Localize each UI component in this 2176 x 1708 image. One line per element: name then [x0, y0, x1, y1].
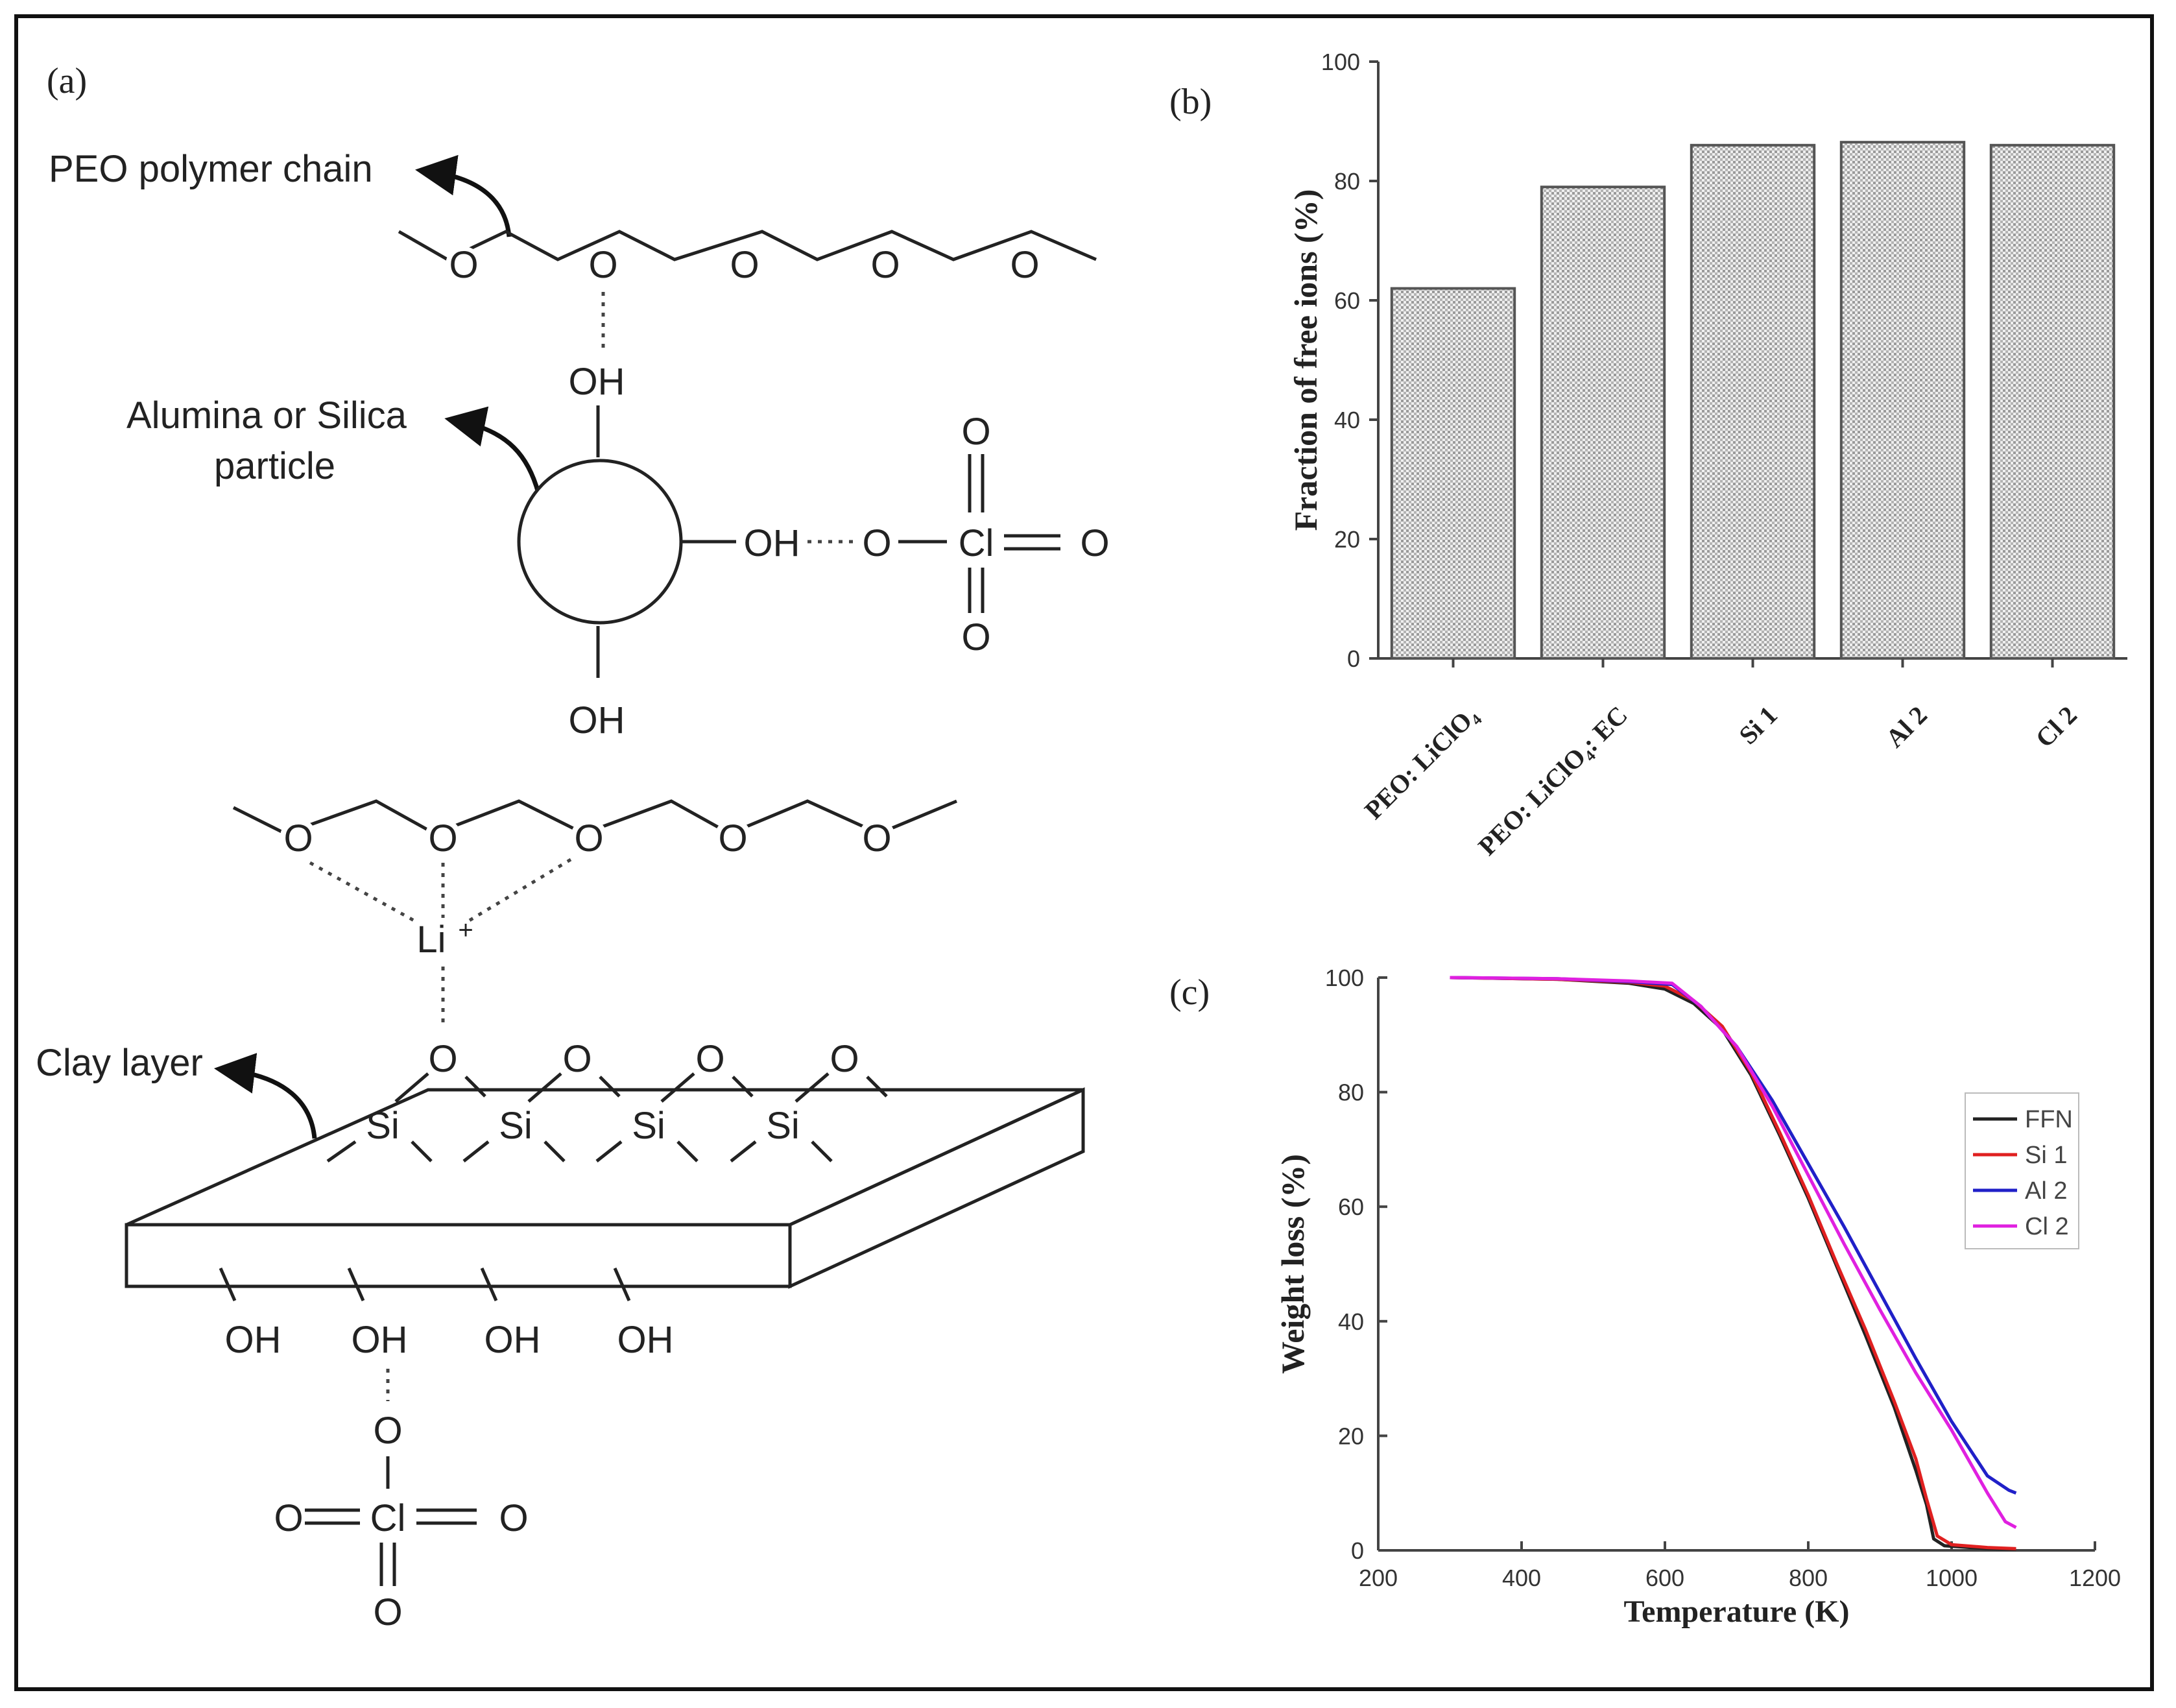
x-tick-label: 200 [1359, 1565, 1398, 1591]
perchlorate-oxygen: O [373, 1591, 402, 1633]
alumina-silica-particle [517, 459, 683, 625]
peo-oxygen: O [870, 244, 900, 286]
legend-label: Al 2 [2025, 1177, 2067, 1205]
y-axis-label: Fraction of free ions (%) [1287, 189, 1324, 531]
y-tick-label: 0 [1347, 645, 1360, 672]
x-tick-label: 400 [1502, 1565, 1541, 1591]
bottom-hydroxyl: OH [569, 699, 625, 741]
silicon-atom: Si [766, 1105, 800, 1147]
clay-layer-front [125, 1223, 792, 1288]
surface-oxygen: O [830, 1038, 859, 1080]
silicon-atom: Si [366, 1105, 400, 1147]
series-line [1450, 976, 2017, 1529]
y-tick-label: 20 [1338, 1423, 1364, 1449]
perchlorate-oxygen: O [961, 411, 990, 453]
y-tick-label: 60 [1334, 287, 1360, 314]
clay-layer-side [788, 1087, 1085, 1289]
perchlorate-oxygen: O [373, 1410, 402, 1452]
peo-chain-label: PEO polymer chain [49, 148, 373, 190]
y-tick-label: 100 [1321, 49, 1360, 75]
perchlorate-oxygen: O [499, 1497, 528, 1539]
bar [1839, 141, 1966, 660]
peo-oxygen: O [283, 817, 313, 860]
surface-oxygen: O [562, 1038, 592, 1080]
x-tick-label: 1200 [2069, 1565, 2121, 1591]
perchlorate-oxygen: O [1080, 522, 1109, 564]
line-chart-weight-loss: 0 20 40 60 80 100 200 400 600 800 1000 1200 FFN Si 1 A… [1274, 965, 2121, 1629]
peo-oxygen: O [449, 244, 478, 286]
lithium-charge: + [458, 916, 473, 944]
x-tick-label: 1000 [1926, 1565, 1978, 1591]
y-axis-label: Weight loss (%) [1274, 1154, 1311, 1374]
clay-layer-label: Clay layer [36, 1042, 203, 1084]
legend-label: Cl 2 [2025, 1213, 2069, 1240]
particle-label-arrow [444, 406, 541, 494]
panel-c-label: (c) [1169, 972, 1210, 1013]
y-tick-label: 40 [1338, 1308, 1364, 1335]
peo-oxygen: O [1010, 244, 1039, 286]
clay-hydroxyl: OH [617, 1319, 674, 1361]
peo-oxygen: O [588, 244, 617, 286]
peo-oxygen: O [574, 817, 603, 860]
coordination-bond [467, 858, 572, 923]
bar [1690, 143, 1816, 660]
perchlorate-oxygen: O [961, 616, 990, 658]
surface-oxygen: O [428, 1038, 457, 1080]
category-label: Al 2 [1880, 701, 1933, 753]
perchlorate-chlorine: Cl [370, 1497, 406, 1539]
peo-oxygen: O [730, 244, 759, 286]
legend-label: FFN [2025, 1106, 2073, 1133]
x-axis-label: Temperature (K) [1624, 1594, 1850, 1629]
legend-label: Si 1 [2025, 1142, 2067, 1169]
particle-hydroxyl: OH [744, 522, 800, 564]
peo-oxygen: O [862, 817, 891, 860]
y-tick-label: 20 [1334, 526, 1360, 553]
bar [1989, 143, 2116, 660]
surface-oxygen: O [695, 1038, 724, 1080]
perchlorate-chlorine: Cl [959, 522, 994, 564]
y-tick-label: 80 [1338, 1079, 1364, 1106]
panel-a-label: (a) [47, 61, 87, 101]
category-label: PEO: LiClO₄ [1359, 701, 1483, 825]
category-label: Si 1 [1733, 701, 1783, 751]
coordination-bond [309, 861, 416, 923]
x-tick-label: 600 [1645, 1565, 1684, 1591]
particle-label: particle [214, 445, 335, 487]
series-line [1450, 976, 2017, 1495]
lithium-ion: Li [416, 919, 446, 961]
y-tick-label: 80 [1334, 168, 1360, 195]
bar [1390, 287, 1516, 660]
silicon-atom: Si [499, 1105, 532, 1147]
category-label: Cl 2 [2030, 701, 2083, 753]
particle-label: Alumina or Silica [126, 394, 407, 437]
panel-a: (a) PEO polymer chain O O O O O OH Alumi… [36, 61, 1110, 1633]
clay-hydroxyl: OH [484, 1319, 541, 1361]
peo-oxygen: O [428, 817, 457, 860]
top-hydroxyl: OH [569, 361, 625, 403]
y-tick-label: 100 [1325, 965, 1364, 991]
silicon-atom: Si [632, 1105, 665, 1147]
peo-chain-1-backbone [398, 230, 1097, 261]
peo-oxygen: O [718, 817, 747, 860]
clay-label-arrow [213, 1053, 317, 1139]
series-line [1450, 976, 2016, 1551]
y-tick-label: 60 [1338, 1194, 1364, 1220]
x-tick-label: 800 [1789, 1565, 1828, 1591]
peo-label-arrow [415, 154, 512, 237]
clay-hydroxyl: OH [352, 1319, 408, 1361]
panel-b-label: (b) [1169, 82, 1212, 122]
series-line [1450, 976, 2016, 1550]
si-o-network: O O O O Si Si Si Si [326, 1038, 888, 1163]
clay-hydroxyl: OH [225, 1319, 281, 1361]
category-label: PEO: LiClO₄: EC [1472, 701, 1633, 861]
y-tick-label: 40 [1334, 407, 1360, 433]
perchlorate-oxygen: O [274, 1497, 303, 1539]
bar [1540, 186, 1666, 660]
y-tick-label: 0 [1351, 1537, 1364, 1564]
perchlorate-oxygen: O [862, 522, 891, 564]
